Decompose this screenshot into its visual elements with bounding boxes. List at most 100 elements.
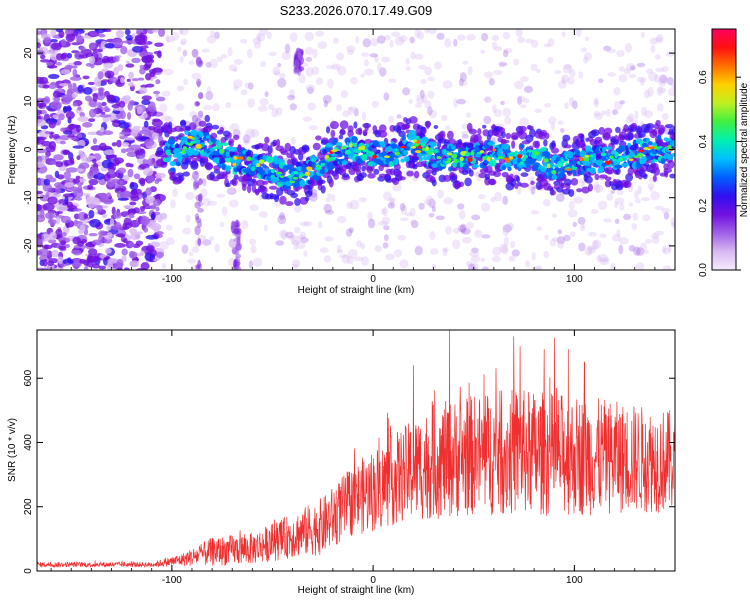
spectrogram-blob [662,247,671,255]
spectrogram-blob [472,164,480,169]
spectrogram-blob [247,82,254,90]
spectrogram-blob [49,177,57,183]
spectrogram-blob [444,38,452,48]
spectrogram-blob [112,55,120,63]
spectrogram-blob [658,74,668,84]
spectrogram-blob [120,190,131,199]
spectrogram-blob [194,225,201,236]
spectrogram-blob [543,158,549,163]
spectrogram-blob [601,110,607,116]
spectrogram-blob [221,206,228,216]
spectrogram-blob [261,143,270,152]
spectrogram-blob [571,100,578,110]
spectrogram-blob [461,80,468,86]
spectrogram-blob [88,248,98,256]
spectrogram-blob [294,59,300,69]
spectrogram-blob [436,32,445,40]
spectrogram-blob [416,98,425,104]
spectrogram-blob [69,76,82,81]
spectrogram-blob [340,146,346,150]
spectrogram-blob [56,210,63,214]
snr-x-ticks: -100 0 100 [50,330,676,586]
spectrogram-blob [129,144,141,151]
spectrogram-blob [486,156,491,162]
spectrogram-blob [169,161,177,167]
spectrogram-blob [111,76,118,84]
spectrogram-blob [648,141,653,146]
spectrogram-blob [411,220,419,229]
spectrogram-blob [643,249,649,255]
spectrogram-blob [618,145,627,151]
spectrogram-blob [77,84,84,93]
spectrogram-blob [393,249,403,258]
spectrogram-blob [182,49,188,57]
spectrogram-blob [92,158,97,164]
spectrogram-blob [46,61,54,66]
spectrogram-blob [61,94,73,101]
spectrogram-blob [530,180,535,186]
spectrogram-blob [481,234,491,239]
spectrogram-blob [133,207,140,214]
spectrogram-blob [204,163,214,170]
spectrogram-blob [250,128,260,138]
spectrogram-blob [492,69,503,75]
spectrogram-blob [165,149,172,156]
spectrogram-blob [302,116,313,122]
spectrogram-blob [182,146,188,151]
spectrogram-blob [205,91,214,101]
spectrogram-blob [341,160,348,166]
spectrogram-blob [140,216,151,226]
spectrogram-blob [575,29,582,37]
spectrogram-blob [329,121,339,130]
spectrogram-blob [397,234,407,241]
spectrogram-blob [122,238,128,244]
spectrogram-blob [360,52,370,57]
spectrogram-blob [633,246,641,256]
spectrogram-blob [418,202,425,210]
spectrogram-blob [531,251,536,261]
spectrogram-blob [152,118,161,123]
spectrogram-blob [404,212,414,217]
spectrogram-blob [573,196,584,204]
spectrogram-blob [459,72,467,82]
spectrogram-blob [652,166,660,176]
spectrogram-blob [103,149,115,156]
spectrogram-blob [381,216,391,225]
spectrogram-blob [652,174,657,182]
spectrogram-blob [297,50,301,61]
spectrogram-blob [671,222,675,229]
spectrogram-blob [292,259,301,268]
snr-ytick-label: 400 [23,434,34,451]
spectrogram-blob [308,125,318,131]
spectrogram-blob [494,191,502,202]
spectrogram-blob [468,169,474,177]
spectrogram-blob [604,176,612,181]
spectrogram-blob [369,53,378,58]
spectrogram-blob [233,156,238,160]
spectrogram-blob [549,162,555,169]
spectrogram-blob [136,41,147,46]
spectrogram-blob [348,227,354,234]
spectrogram-blob [364,68,374,76]
spectrogram-blob [512,170,521,177]
spectrogram-blob [508,255,516,262]
spectrogram-blob [551,147,560,154]
spectrogram-blob [424,199,432,206]
spectrogram-blob [383,92,390,101]
spectrogram-blob [347,106,354,116]
spectrogram-blob [467,66,473,76]
spectrogram-blob [191,48,199,58]
spectrogram-blob [167,138,176,145]
colorbar-label: Normalized spectral amplitude [739,82,750,217]
spectrogram-blob [606,193,614,201]
spectrogram-blob [398,35,408,43]
spectrogram-blob [547,38,555,47]
spectrogram-blob [60,240,66,246]
spectrogram-blob [116,139,122,148]
spectrogram-blob [304,171,310,177]
spectrogram-blob [580,47,588,53]
colorbar: 0.0 0.2 0.4 0.6 Normalized spectral amplitu… [698,28,750,277]
spectrogram-heatmap [37,29,675,270]
spectrogram-blob [643,110,654,118]
spectrogram-blob [287,94,296,101]
